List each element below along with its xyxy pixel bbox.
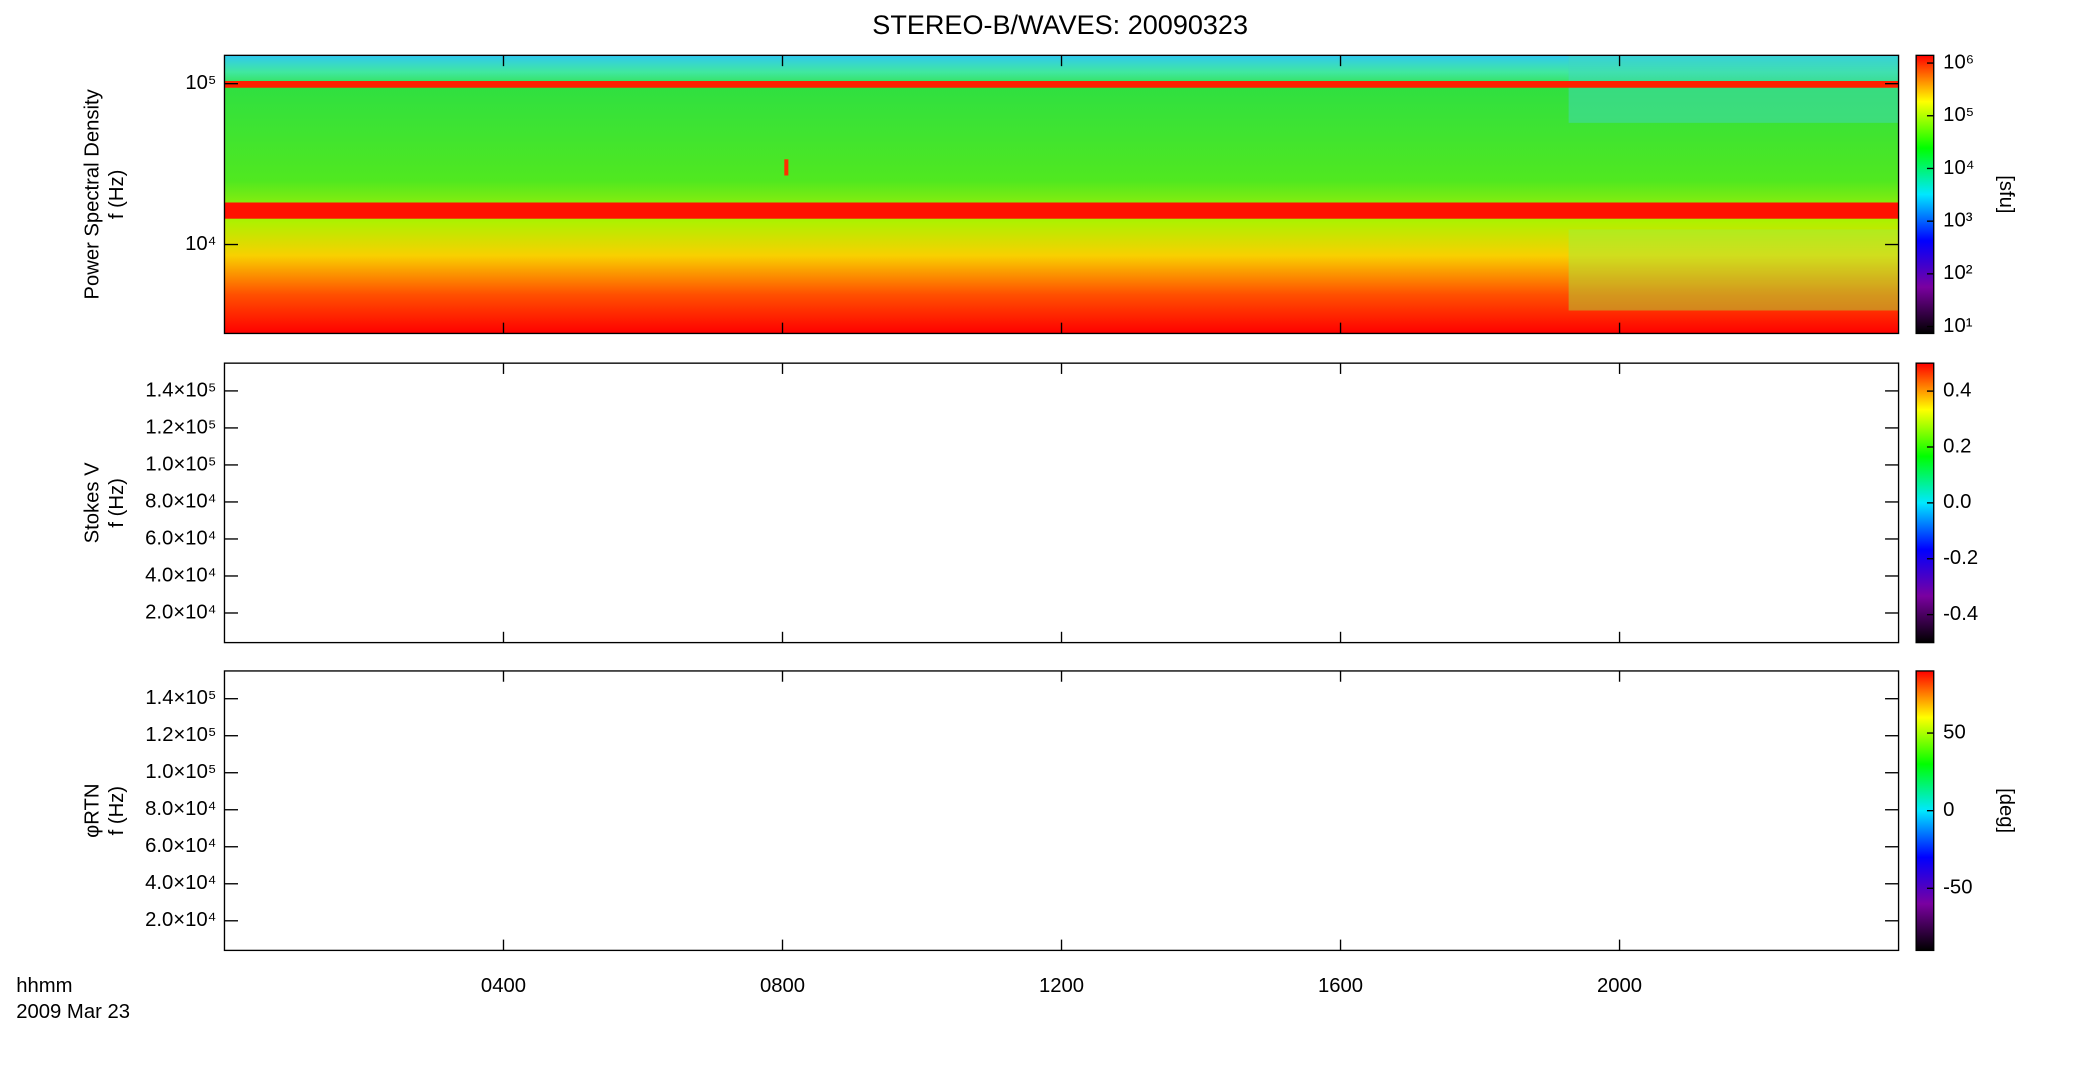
x-tick-label: 0800 [760, 975, 805, 997]
y-tick-label: 1.2×10⁵ [145, 724, 216, 746]
y-tick-label: 1.0×10⁵ [145, 453, 216, 475]
colorbar-tick-label: 10² [1943, 262, 1973, 284]
y-tick-label: 10⁵ [185, 72, 216, 94]
y-tick-label: 1.0×10⁵ [145, 761, 216, 783]
y-tick-label: 2.0×10⁴ [145, 909, 216, 931]
colorbar-tick-label: 10⁶ [1943, 51, 1974, 73]
spectrogram-image [224, 55, 1899, 334]
colorbar-tick-label: 50 [1943, 721, 1966, 743]
x-tick-label: 2000 [1597, 975, 1642, 997]
y-tick-label: 2.0×10⁴ [145, 601, 216, 623]
y-tick-label: 6.0×10⁴ [145, 527, 216, 549]
y-tick-label: 1.4×10⁵ [145, 379, 216, 401]
y-tick-label: 1.4×10⁵ [145, 687, 216, 709]
date-label: 2009 Mar 23 [16, 1001, 130, 1023]
y-tick-label: 4.0×10⁴ [145, 564, 216, 586]
y-tick-label: 6.0×10⁴ [145, 835, 216, 857]
y-axis-label: Stokes V [82, 462, 104, 543]
colorbar-tick-label: 10¹ [1943, 315, 1973, 337]
x-tick-label: 1600 [1318, 975, 1363, 997]
y-tick-label: 10⁴ [185, 233, 216, 255]
colorbar-tick-label: 0.4 [1943, 379, 1971, 401]
colorbar-tick-label: 10⁴ [1943, 157, 1974, 179]
colorbar-tick-label: 0 [1943, 799, 1954, 821]
y-axis-label: f (Hz) [106, 786, 128, 835]
colorbar-tick-label: 10³ [1943, 210, 1973, 232]
colorbar-tick-label: 0.0 [1943, 491, 1971, 513]
colorbar-tick-label: -50 [1943, 877, 1972, 899]
y-axis-label: φRTN [82, 784, 104, 838]
colorbar-label: [deg] [1995, 788, 2017, 833]
plot-frame [223, 670, 1900, 952]
y-axis-label: f (Hz) [106, 478, 128, 527]
y-axis-label: Power Spectral Density [82, 88, 104, 299]
chart-title: STEREO-B/WAVES: 20090323 [872, 10, 1248, 40]
colorbar-tick-label: -0.4 [1943, 603, 1978, 625]
colorbar-tick-label: 10⁵ [1943, 104, 1974, 126]
colorbar-label: [sfu] [1995, 175, 2017, 213]
y-tick-label: 8.0×10⁴ [145, 798, 216, 820]
y-tick-label: 8.0×10⁴ [145, 490, 216, 512]
colorbar-tick-label: -0.2 [1943, 547, 1978, 569]
y-axis-label: f (Hz) [106, 170, 128, 219]
y-tick-label: 1.2×10⁵ [145, 416, 216, 438]
x-tick-label: 1200 [1039, 975, 1084, 997]
plot-frame [223, 362, 1900, 644]
colorbar-tick-label: 0.2 [1943, 435, 1971, 457]
x-axis-label: hhmm [16, 975, 72, 997]
colorbar [1915, 54, 1935, 335]
x-tick-label: 0400 [481, 975, 526, 997]
y-tick-label: 4.0×10⁴ [145, 872, 216, 894]
